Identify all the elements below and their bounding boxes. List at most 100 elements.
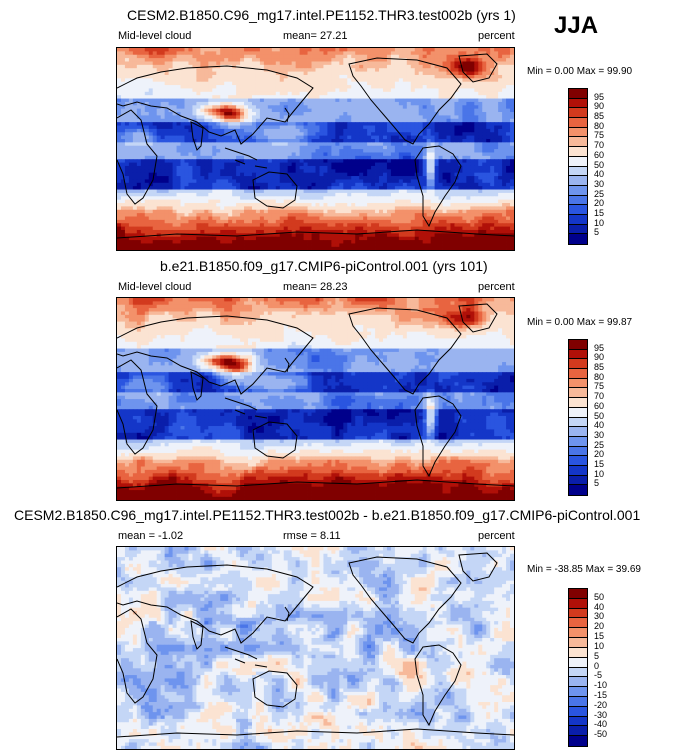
field-cell: [502, 125, 507, 130]
field-cell: [208, 196, 213, 201]
field-cell: [430, 138, 435, 143]
field-cell: [192, 203, 197, 207]
field-cell: [462, 105, 467, 110]
field-cell: [386, 88, 392, 93]
field-cell: [120, 159, 126, 163]
field-cell: [347, 115, 352, 120]
field-cell: [259, 85, 265, 89]
field-cell: [160, 149, 166, 153]
field-cell: [402, 95, 408, 99]
field-cell: [315, 179, 320, 184]
field-cell: [184, 48, 189, 52]
field-cell: [216, 172, 221, 177]
field-cell: [355, 54, 360, 59]
field-cell: [458, 51, 463, 56]
field-cell: [347, 95, 352, 99]
field-cell: [184, 186, 189, 190]
field-cell: [311, 179, 316, 184]
field-cell: [494, 74, 499, 79]
field-cell: [379, 61, 384, 66]
field-cell: [343, 48, 348, 52]
field-cell: [120, 206, 126, 211]
field-cell: [236, 105, 241, 110]
field-cell: [208, 135, 213, 140]
field-cell: [351, 135, 356, 140]
field-cell: [136, 105, 142, 110]
field-cell: [438, 95, 443, 99]
field-cell: [462, 189, 467, 194]
field-cell: [414, 145, 420, 150]
field-cell: [422, 189, 428, 194]
field-cell: [220, 169, 225, 174]
field-cell: [510, 91, 514, 96]
field-cell: [248, 186, 253, 190]
field-cell: [347, 101, 352, 106]
field-cell: [208, 118, 213, 123]
field-cell: [263, 122, 269, 126]
field-cell: [462, 162, 467, 167]
field-cell: [311, 51, 316, 56]
field-cell: [279, 81, 285, 86]
field-cell: [132, 108, 138, 113]
field-cell: [462, 172, 467, 177]
field-cell: [196, 78, 201, 83]
field-cell: [343, 95, 348, 99]
field-cell: [271, 54, 277, 59]
field-cell: [438, 152, 443, 157]
field-cell: [438, 159, 443, 163]
field-cell: [359, 108, 364, 113]
field-cell: [458, 192, 463, 197]
field-cell: [303, 78, 308, 83]
field-cell: [339, 91, 344, 96]
field-cell: [156, 159, 162, 163]
field-cell: [259, 48, 265, 52]
field-cell: [240, 91, 245, 96]
field-cell: [327, 51, 332, 56]
field-cell: [450, 132, 455, 137]
field-cell: [188, 149, 193, 153]
field-cell: [148, 176, 154, 180]
field-cell: [434, 155, 439, 160]
field-cell: [438, 51, 443, 56]
field-cell: [228, 95, 233, 99]
field-cell: [180, 179, 185, 184]
field-cell: [490, 101, 495, 106]
field-cell: [414, 125, 420, 130]
field-cell: [283, 78, 289, 83]
field-cell: [164, 112, 170, 116]
field-cell: [319, 176, 324, 180]
field-cell: [438, 206, 443, 211]
field-cell: [502, 105, 507, 110]
field-cell: [244, 206, 249, 211]
field-cell: [228, 88, 233, 93]
field-cell: [418, 203, 424, 207]
field-cell: [144, 88, 150, 93]
field-cell: [502, 196, 507, 201]
field-cell: [470, 128, 475, 133]
field-cell: [438, 105, 443, 110]
field-cell: [295, 101, 301, 106]
field-cell: [323, 135, 328, 140]
field-cell: [236, 162, 241, 167]
field-cell: [466, 118, 471, 123]
field-cell: [331, 51, 336, 56]
field-cell: [363, 54, 368, 59]
field-cell: [474, 78, 479, 83]
field-cell: [494, 122, 499, 126]
field-cell: [240, 122, 245, 126]
field-cell: [355, 189, 360, 194]
field-cell: [363, 98, 368, 103]
field-cell: [478, 135, 483, 140]
field-cell: [255, 58, 261, 62]
field-cell: [212, 162, 217, 167]
field-cell: [164, 189, 170, 194]
field-cell: [327, 199, 332, 204]
field-cell: [128, 115, 134, 120]
field-cell: [136, 95, 142, 99]
field-cell: [248, 138, 253, 143]
field-cell: [128, 199, 134, 204]
field-cell: [232, 88, 237, 93]
field-cell: [386, 132, 392, 137]
field-cell: [259, 112, 265, 116]
field-cell: [204, 213, 209, 217]
